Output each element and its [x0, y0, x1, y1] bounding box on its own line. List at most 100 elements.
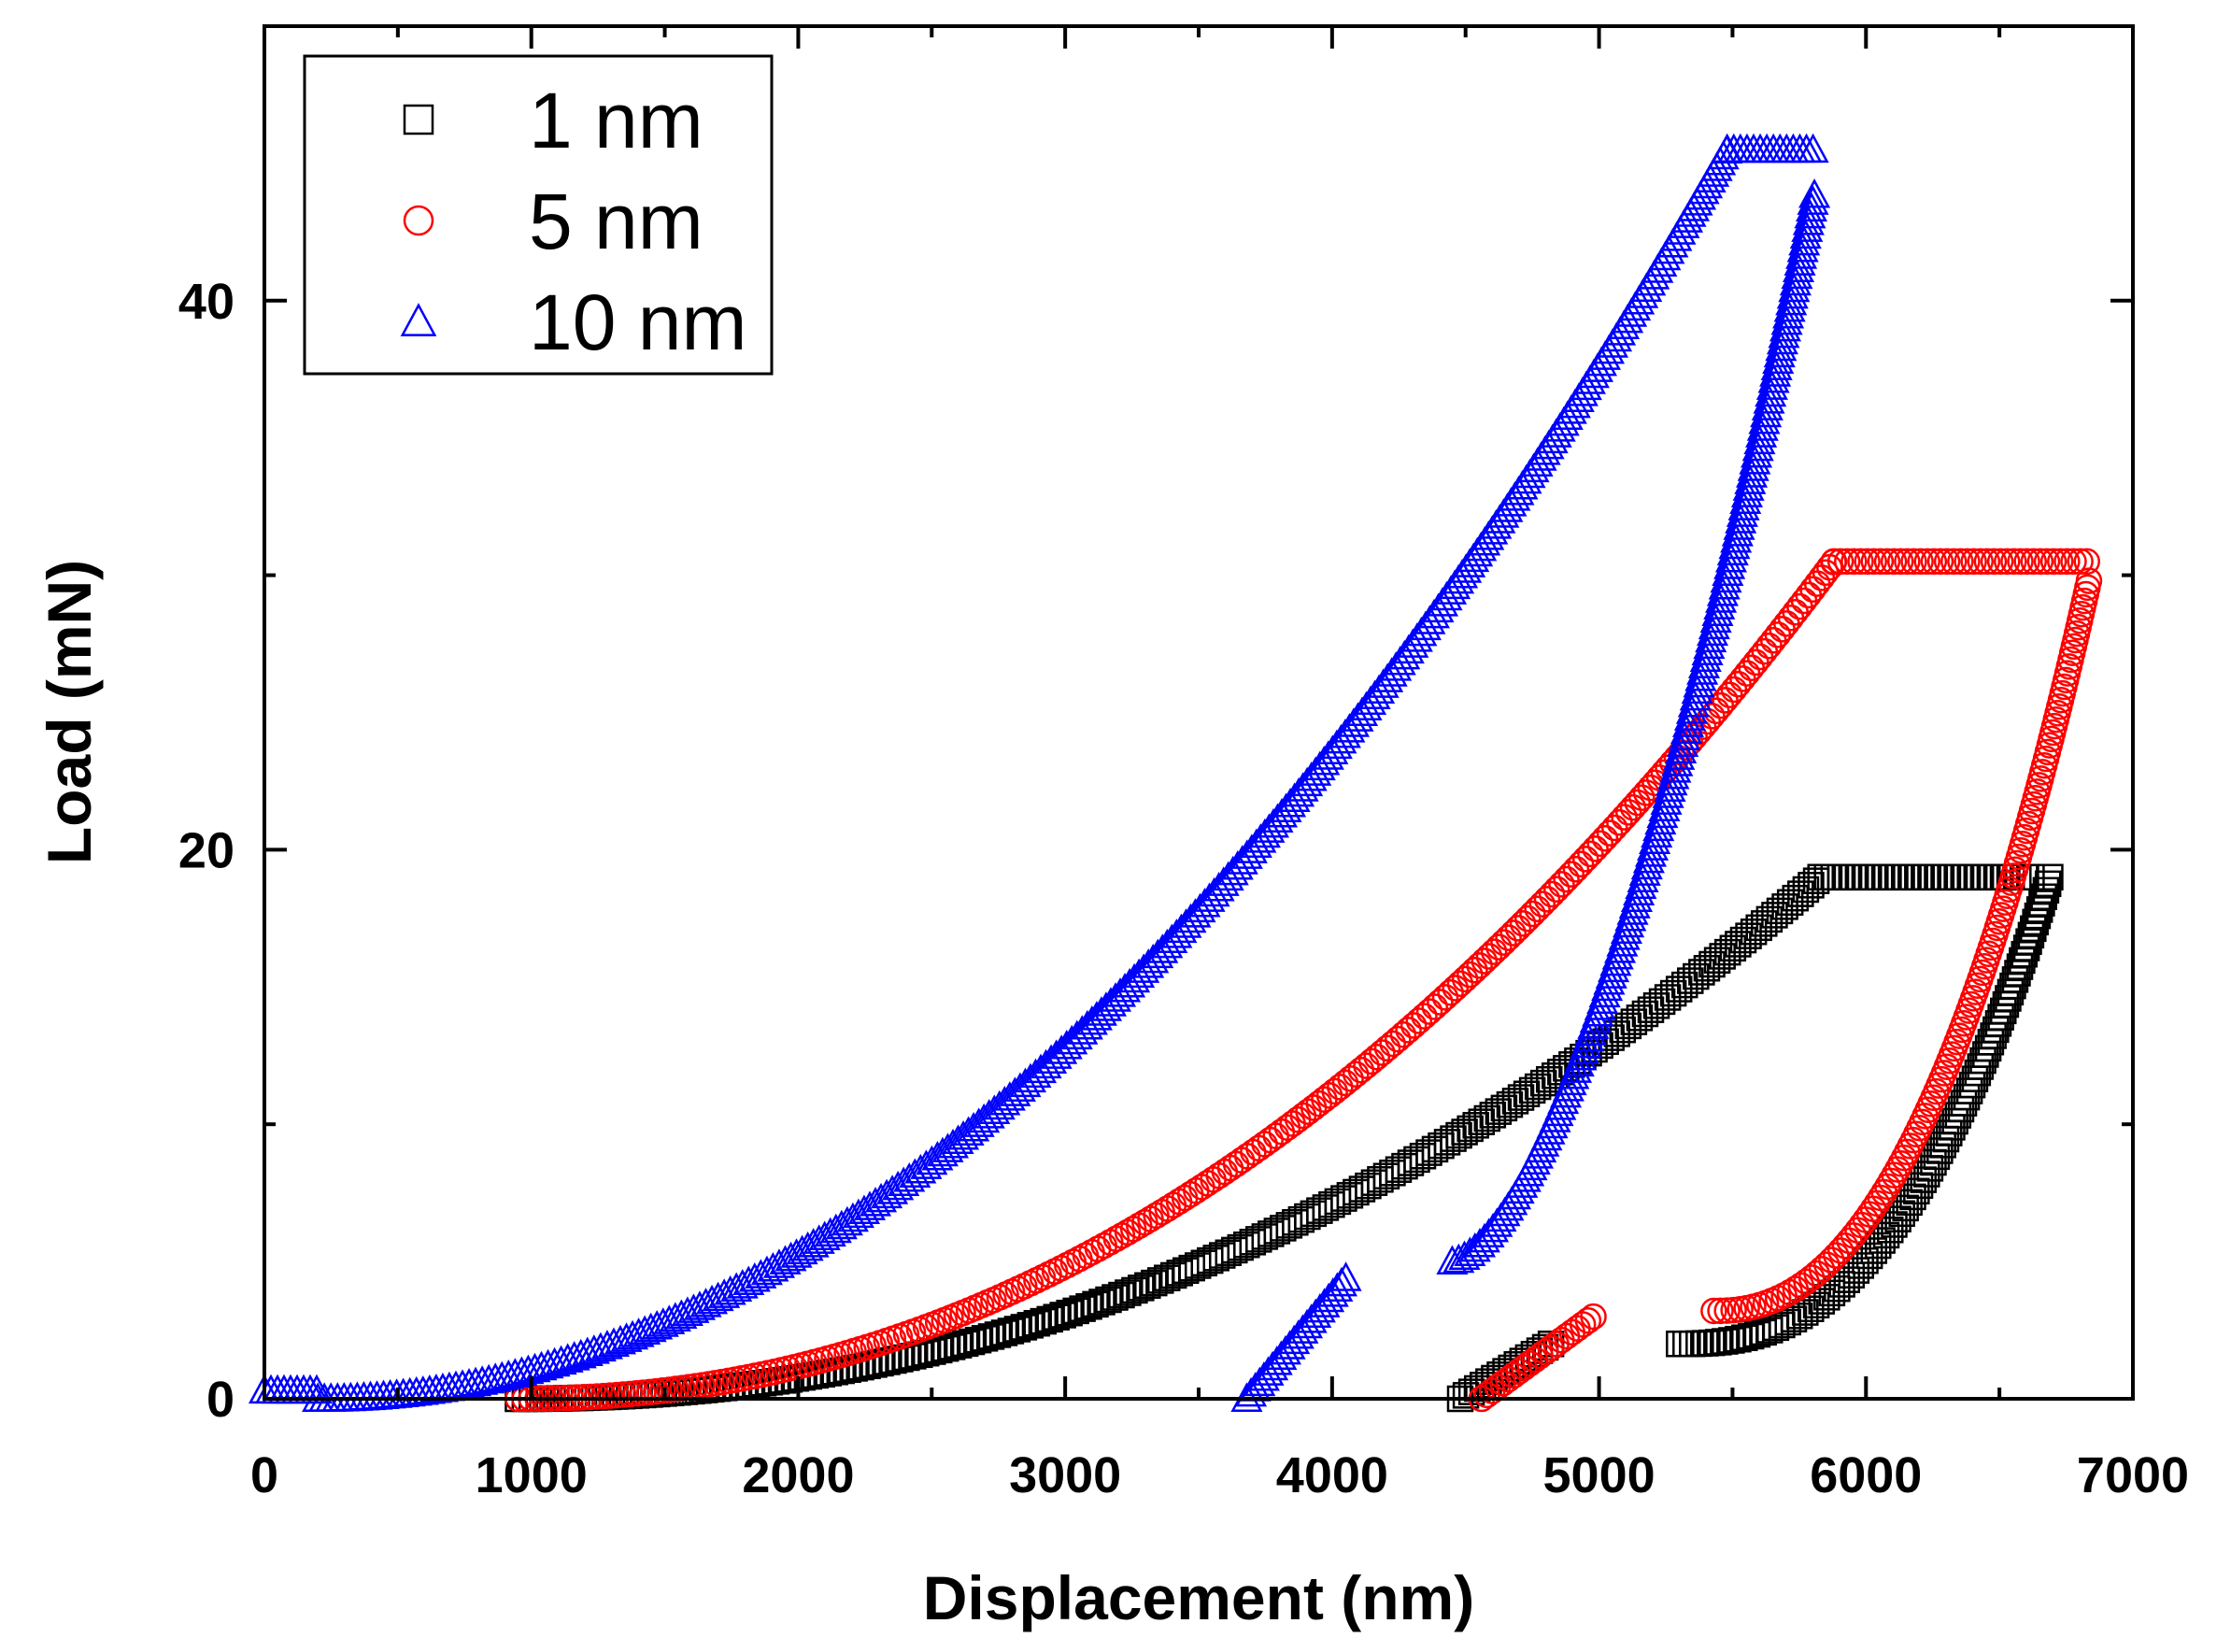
loading-curve	[504, 867, 1830, 1413]
data-point	[1880, 548, 1908, 576]
data-point	[1960, 548, 1987, 576]
data-point	[1463, 1227, 1497, 1258]
data-point	[1248, 818, 1281, 848]
unloading-curve	[1436, 178, 1831, 1275]
data-point	[551, 1343, 584, 1373]
data-point	[1019, 1058, 1052, 1089]
data-point	[1265, 1340, 1298, 1371]
data-point	[1591, 824, 1619, 852]
data-point	[473, 1363, 505, 1394]
data-point	[2053, 548, 2081, 576]
data-point	[1860, 548, 1887, 576]
data-point	[1519, 900, 1546, 928]
data-point	[1295, 1303, 1328, 1333]
data-point	[808, 1220, 841, 1251]
data-point	[532, 1348, 564, 1379]
data-point	[466, 1365, 499, 1395]
data-point	[1913, 548, 1940, 576]
data-point	[1933, 548, 1961, 576]
data-point	[512, 1354, 545, 1385]
data-point	[1818, 1246, 1845, 1274]
data-point	[1240, 828, 1272, 859]
x-tick-label: 4000	[1276, 1447, 1388, 1503]
extra-segment	[1468, 1303, 1607, 1413]
data-point	[1060, 1019, 1093, 1050]
data-point	[1128, 953, 1160, 983]
data-point	[1624, 789, 1651, 817]
data-point	[1400, 1012, 1428, 1039]
data-point	[1466, 952, 1493, 979]
data-point	[1980, 548, 2008, 576]
data-point	[1824, 1275, 1851, 1303]
data-point	[1700, 1297, 1727, 1325]
data-point	[1188, 887, 1221, 918]
data-point	[2013, 548, 2040, 576]
data-point	[538, 1346, 571, 1377]
data-point	[1994, 548, 2021, 576]
data-point	[453, 1368, 486, 1398]
data-point	[1894, 548, 1921, 576]
data-point	[1826, 548, 1854, 576]
data-point	[814, 1217, 846, 1247]
data-point	[2047, 548, 2074, 576]
data-point	[1442, 1243, 1475, 1274]
data-point	[603, 1381, 631, 1409]
data-point	[1132, 948, 1165, 978]
data-point	[1286, 772, 1319, 802]
data-point	[1230, 839, 1263, 869]
data-point	[1316, 1277, 1349, 1307]
data-point	[1472, 1218, 1505, 1247]
data-point	[1212, 861, 1244, 891]
data-point	[1193, 882, 1226, 912]
data-point	[1040, 1039, 1073, 1069]
extra-segment	[1230, 1261, 1362, 1412]
data-point	[2037, 863, 2064, 891]
data-point	[1283, 776, 1315, 807]
data-point	[1600, 814, 1628, 842]
data-point	[1873, 548, 1901, 576]
data-point	[1446, 970, 1474, 997]
y-tick-label: 0	[206, 1372, 234, 1428]
legend-label: 10 nm	[529, 278, 746, 366]
data-point	[460, 1366, 492, 1397]
data-point	[2020, 548, 2047, 576]
data-point	[590, 1330, 623, 1360]
data-point	[1823, 1242, 1850, 1269]
data-point	[505, 1356, 538, 1386]
data-point	[1577, 840, 1604, 868]
data-point	[1567, 850, 1595, 878]
data-point	[797, 1228, 830, 1258]
legend-marker-square	[403, 104, 434, 135]
data-point	[1543, 876, 1570, 903]
data-point	[1202, 872, 1235, 902]
tick-labels: 0 1000 2000 3000 4000 5000 6000 7000 0 20 40	[178, 274, 2189, 1503]
data-point	[1606, 809, 1633, 836]
data-point	[1490, 929, 1517, 956]
legend-label: 1 nm	[529, 77, 703, 164]
data-point	[1278, 782, 1311, 812]
data-point	[1291, 766, 1324, 797]
data-point	[757, 1251, 789, 1282]
data-point	[1235, 833, 1268, 863]
data-point	[1257, 1350, 1289, 1381]
data-point	[1369, 1039, 1396, 1066]
data-point	[1480, 938, 1508, 965]
unloading-curve	[1666, 863, 2064, 1358]
data-point	[1840, 548, 1868, 576]
data-point	[486, 1360, 519, 1391]
x-tick-label: 7000	[2077, 1447, 2189, 1503]
data-point	[1221, 849, 1254, 880]
data-point	[300, 1374, 334, 1404]
data-point	[1471, 947, 1499, 975]
data-point	[1385, 1025, 1412, 1053]
data-point	[1035, 1044, 1068, 1075]
data-point	[1024, 1053, 1058, 1084]
data-point	[1165, 913, 1198, 944]
data-point	[1798, 178, 1831, 208]
data-point	[1274, 787, 1307, 818]
data-point	[1834, 548, 1861, 576]
data-point	[1495, 924, 1522, 951]
data-point	[1303, 1292, 1336, 1323]
data-point	[1313, 1282, 1345, 1313]
data-point	[1109, 973, 1142, 1003]
